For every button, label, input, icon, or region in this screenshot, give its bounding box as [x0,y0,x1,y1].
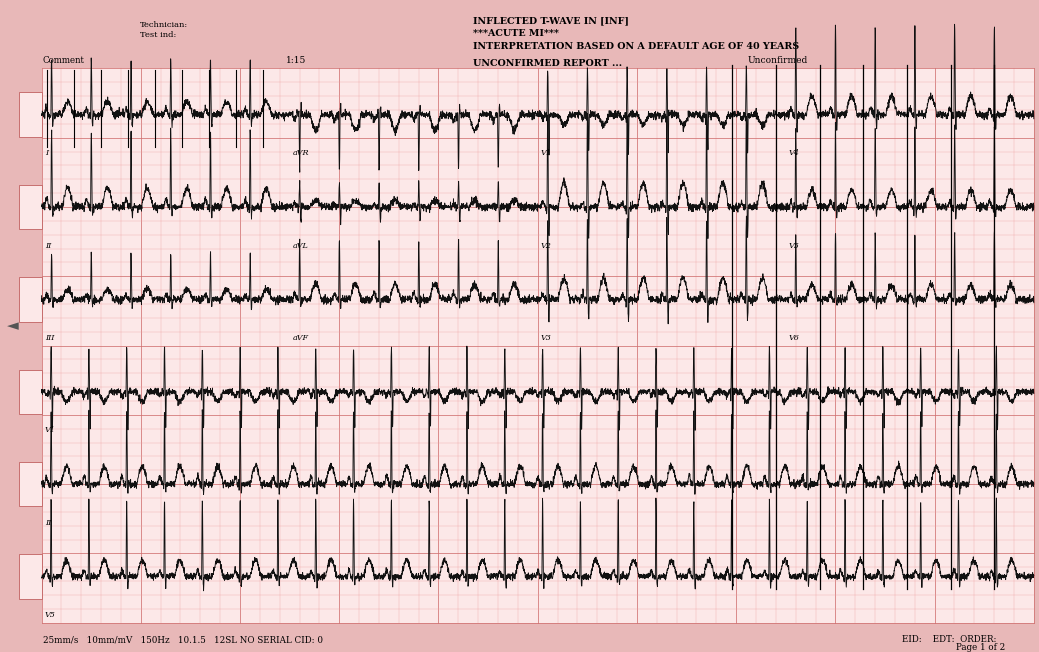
Text: V5: V5 [789,242,800,250]
Text: Page 1 of 2: Page 1 of 2 [956,643,1005,652]
Bar [42,68,1034,623]
Text: INTERPRETATION BASED ON A DEFAULT AGE OF 40 YEARS: INTERPRETATION BASED ON A DEFAULT AGE OF… [473,42,799,52]
Text: 1:15: 1:15 [286,56,307,65]
Text: aVL: aVL [293,242,309,250]
Text: V6: V6 [789,334,800,342]
Bar [19,93,42,137]
Text: ***ACUTE MI***: ***ACUTE MI*** [473,29,559,38]
Bar [19,370,42,414]
Text: III: III [45,334,54,342]
Text: II: II [45,519,51,527]
Text: aVR: aVR [293,149,310,157]
Text: Technician:: Technician: [140,21,188,29]
Bar [19,554,42,599]
Text: V5: V5 [45,611,55,619]
Text: 25mm/s   10mm/mV   150Hz   10.1.5   12SL NO SERIAL CID: 0: 25mm/s 10mm/mV 150Hz 10.1.5 12SL NO SERI… [43,635,322,644]
Text: aVF: aVF [293,334,309,342]
Bar [19,277,42,321]
Text: V3: V3 [540,334,552,342]
Text: UNCONFIRMED REPORT ...: UNCONFIRMED REPORT ... [473,59,622,68]
Text: I: I [45,149,48,157]
Text: V1: V1 [45,426,55,434]
Text: ◄: ◄ [6,318,19,334]
Text: V4: V4 [789,149,800,157]
Text: Comment: Comment [43,56,84,65]
Text: II: II [45,242,51,250]
Text: Test ind:: Test ind: [140,31,177,39]
Text: V1: V1 [540,149,552,157]
Text: Unconfirmed: Unconfirmed [748,56,808,65]
Bar [19,462,42,506]
Bar [19,185,42,229]
Text: V2: V2 [540,242,552,250]
Text: EID:    EDT:  ORDER:: EID: EDT: ORDER: [902,635,996,644]
Text: INFLECTED T-WAVE IN [INF]: INFLECTED T-WAVE IN [INF] [473,16,629,25]
